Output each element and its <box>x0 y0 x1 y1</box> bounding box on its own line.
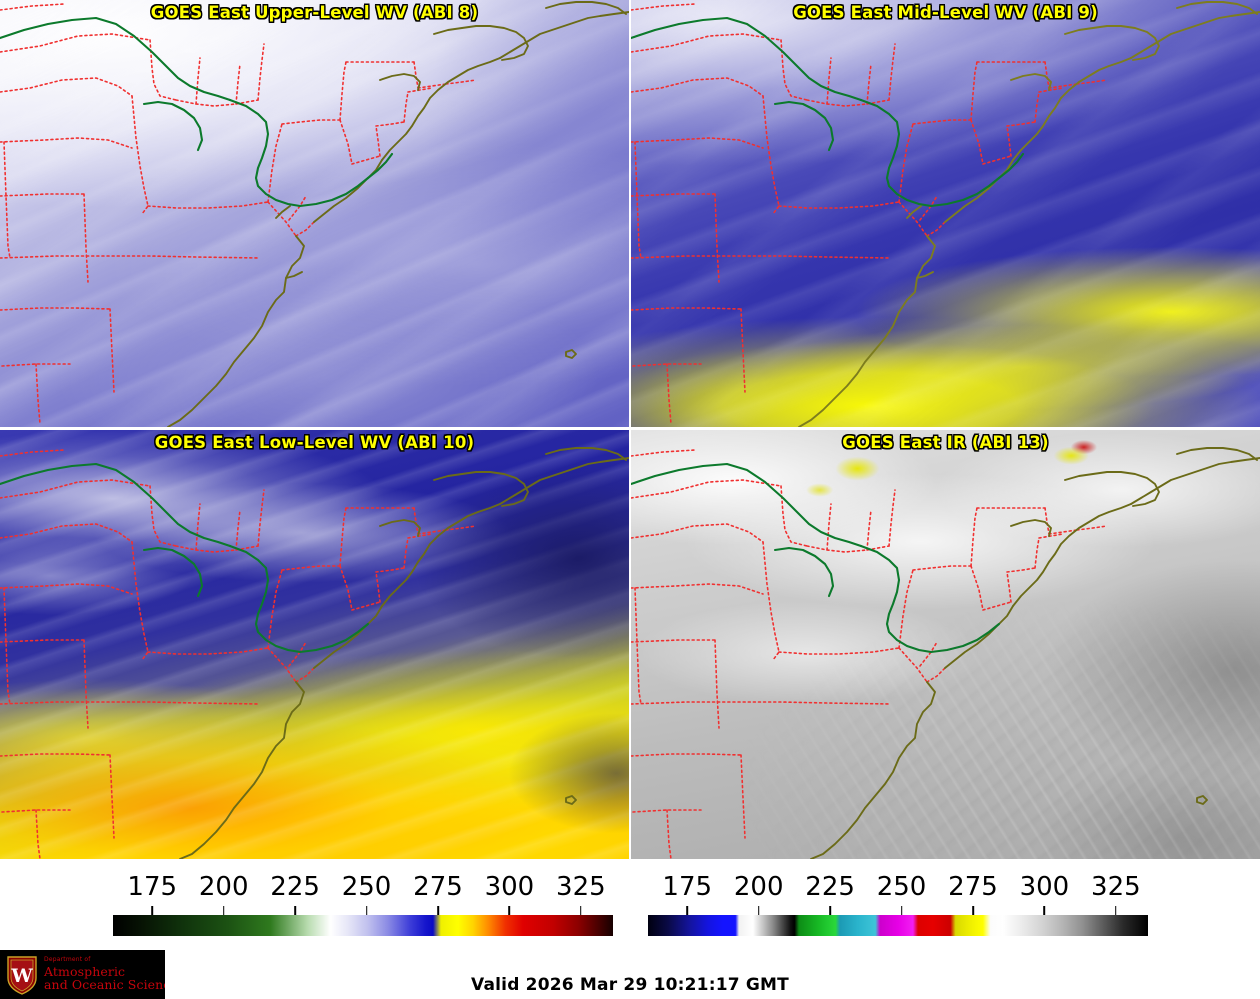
wv-colorbar-group: 175 200 225 250 275 300 325 <box>113 859 613 945</box>
wv-colorbar-strip <box>113 915 613 936</box>
wv-tick-mark-325 <box>580 906 582 915</box>
ir-tick-mark-300 <box>1043 906 1046 915</box>
ir-colorbar-ticks <box>648 906 1148 915</box>
wv-tick-label-175: 175 <box>127 872 178 902</box>
wv-tick-label-300: 300 <box>484 872 535 902</box>
panel-grid: GOES East Upper-Level WV (ABI 8) <box>0 0 1260 859</box>
ir-colorbar-labels: 175 200 225 250 275 300 325 <box>648 873 1148 903</box>
panel-abi10[interactable]: GOES East Low-Level WV (ABI 10) <box>0 430 629 859</box>
ir-tick-label-175: 175 <box>662 872 713 902</box>
footer: W Department of Atmospheric and Oceanic … <box>0 945 1260 999</box>
ir-tick-mark-200 <box>757 906 760 915</box>
ir-tick-label-225: 225 <box>805 872 855 902</box>
moisture-swirl-abi8 <box>0 0 629 427</box>
colorbar-area: 175 200 225 250 275 300 325 175 <box>0 859 1260 945</box>
ir-tick-mark-175 <box>686 906 689 915</box>
logo-line-2: and Oceanic Sciences <box>44 977 165 993</box>
ir-tick-label-275: 275 <box>948 872 998 902</box>
svg-text:W: W <box>10 965 33 987</box>
ir-tick-label-300: 300 <box>1019 872 1070 902</box>
dry-slot-abi10 <box>0 430 629 859</box>
wv-tick-label-250: 250 <box>341 872 392 902</box>
uw-crest-icon: W <box>5 954 39 996</box>
wv-tick-mark-300 <box>508 906 511 915</box>
panel-abi9[interactable]: GOES East Mid-Level WV (ABI 9) <box>631 0 1260 427</box>
cloud-streaks-abi9 <box>631 0 1260 427</box>
wv-colorbar-labels: 175 200 225 250 275 300 325 <box>113 873 613 903</box>
wv-tick-mark-250 <box>365 906 368 915</box>
panel-abi13[interactable]: GOES East IR (ABI 13) <box>631 430 1260 859</box>
panel-abi8[interactable]: GOES East Upper-Level WV (ABI 8) <box>0 0 629 427</box>
wv-colorbar-ticks <box>113 906 613 915</box>
valid-time-label: Valid 2026 Mar 29 10:21:17 GMT <box>471 975 789 995</box>
logo-department-label: Department of <box>44 956 91 964</box>
ir-tick-label-325: 325 <box>1091 872 1141 902</box>
wv-tick-mark-200 <box>222 906 225 915</box>
wv-tick-mark-225 <box>294 906 296 915</box>
ir-tick-mark-250 <box>900 906 903 915</box>
wv-tick-label-200: 200 <box>198 872 249 902</box>
ir-colorbar-group: 175 200 225 250 275 300 325 <box>648 859 1148 945</box>
ir-tick-label-200: 200 <box>733 872 784 902</box>
wv-tick-label-325: 325 <box>556 872 606 902</box>
cold-cloud-tops-abi13 <box>631 430 1260 859</box>
wv-tick-mark-175 <box>151 906 154 915</box>
ir-tick-mark-275 <box>972 906 974 915</box>
logo-text-block: Department of Atmospheric and Oceanic Sc… <box>44 957 165 992</box>
logo-line-1: Atmospheric <box>44 963 126 979</box>
ir-colorbar-strip <box>648 915 1148 936</box>
wv-tick-mark-275 <box>437 906 439 915</box>
ir-tick-label-250: 250 <box>876 872 927 902</box>
uw-aos-logo[interactable]: W Department of Atmospheric and Oceanic … <box>0 950 165 999</box>
ir-tick-mark-325 <box>1115 906 1117 915</box>
ir-tick-mark-225 <box>829 906 831 915</box>
wv-tick-label-225: 225 <box>270 872 320 902</box>
wv-tick-label-275: 275 <box>413 872 463 902</box>
